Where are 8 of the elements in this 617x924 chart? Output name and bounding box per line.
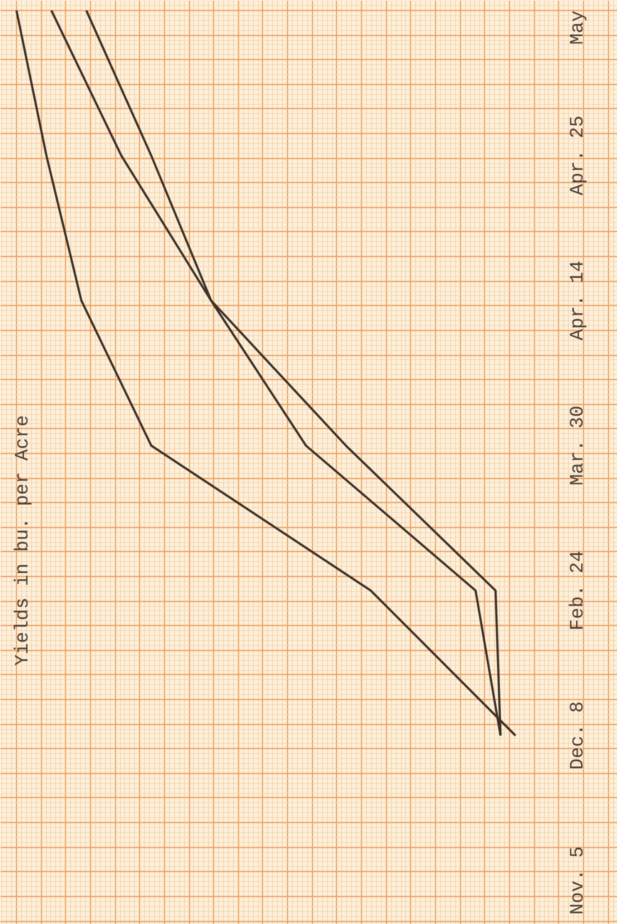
y-axis-title: Yields in bu. per Acre [12, 415, 34, 666]
y-tick-label: Apr. 14 [566, 260, 588, 340]
y-tick-label: Dec. 8 [566, 701, 588, 770]
y-tick-label: May [566, 10, 588, 45]
y-tick-label: Mar. 30 [566, 406, 588, 486]
y-tick-label: Feb. 24 [566, 550, 588, 630]
y-tick-label: Apr. 25 [566, 116, 588, 196]
y-tick-label: Nov. 5 [566, 846, 588, 915]
